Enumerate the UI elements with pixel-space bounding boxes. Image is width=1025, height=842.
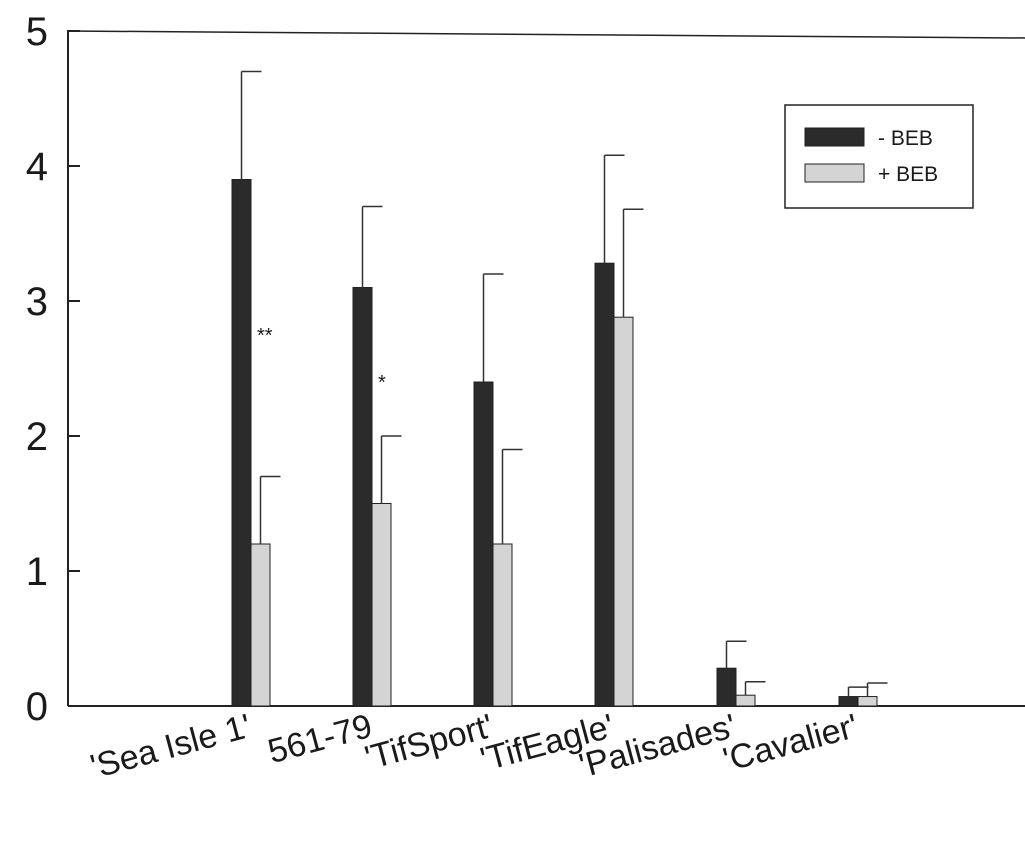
bars	[231, 179, 878, 707]
error-bars	[240, 70, 888, 697]
y-tick-label: 1	[26, 550, 48, 594]
y-ticks: 0 1 2 3 4 5	[26, 10, 80, 729]
y-tick-label: 0	[26, 685, 48, 729]
y-tick-label: 5	[26, 10, 48, 54]
category-label: 'Sea Isle 1'	[87, 707, 255, 786]
bar-minus-beb	[716, 667, 737, 707]
y-tick-label: 2	[26, 415, 48, 459]
x-category-labels: 'Sea Isle 1' 561-79'TifSport''TifEagle''P…	[87, 707, 862, 786]
bar-minus-beb	[352, 287, 373, 707]
bar-plus-beb	[250, 543, 271, 707]
bar-plus-beb	[735, 694, 756, 707]
significance-annotation: **	[257, 325, 273, 347]
significance-annotations: ***	[257, 325, 386, 394]
significance-annotation: *	[378, 372, 386, 394]
bar-minus-beb	[594, 262, 615, 707]
legend-label-minus-beb: - BEB	[878, 127, 933, 150]
legend-box	[784, 104, 974, 209]
category-label: 'Cavalier'	[719, 707, 862, 779]
bar-minus-beb	[231, 179, 252, 707]
y-tick-label: 4	[26, 145, 48, 189]
bar-minus-beb	[838, 696, 859, 707]
bar-plus-beb	[613, 316, 634, 707]
bar-plus-beb	[371, 503, 392, 707]
category-label: 561-79	[264, 707, 376, 771]
bar-minus-beb	[473, 381, 494, 707]
bar-plus-beb	[857, 696, 878, 707]
top-frame-line	[67, 30, 1025, 39]
legend: - BEB + BEB	[784, 104, 974, 209]
legend-swatch-minus-beb	[804, 127, 865, 147]
legend-label-plus-beb: + BEB	[878, 163, 938, 186]
legend-swatch-plus-beb	[804, 163, 865, 183]
bar-plus-beb	[492, 543, 513, 707]
y-tick-label: 3	[26, 280, 48, 324]
